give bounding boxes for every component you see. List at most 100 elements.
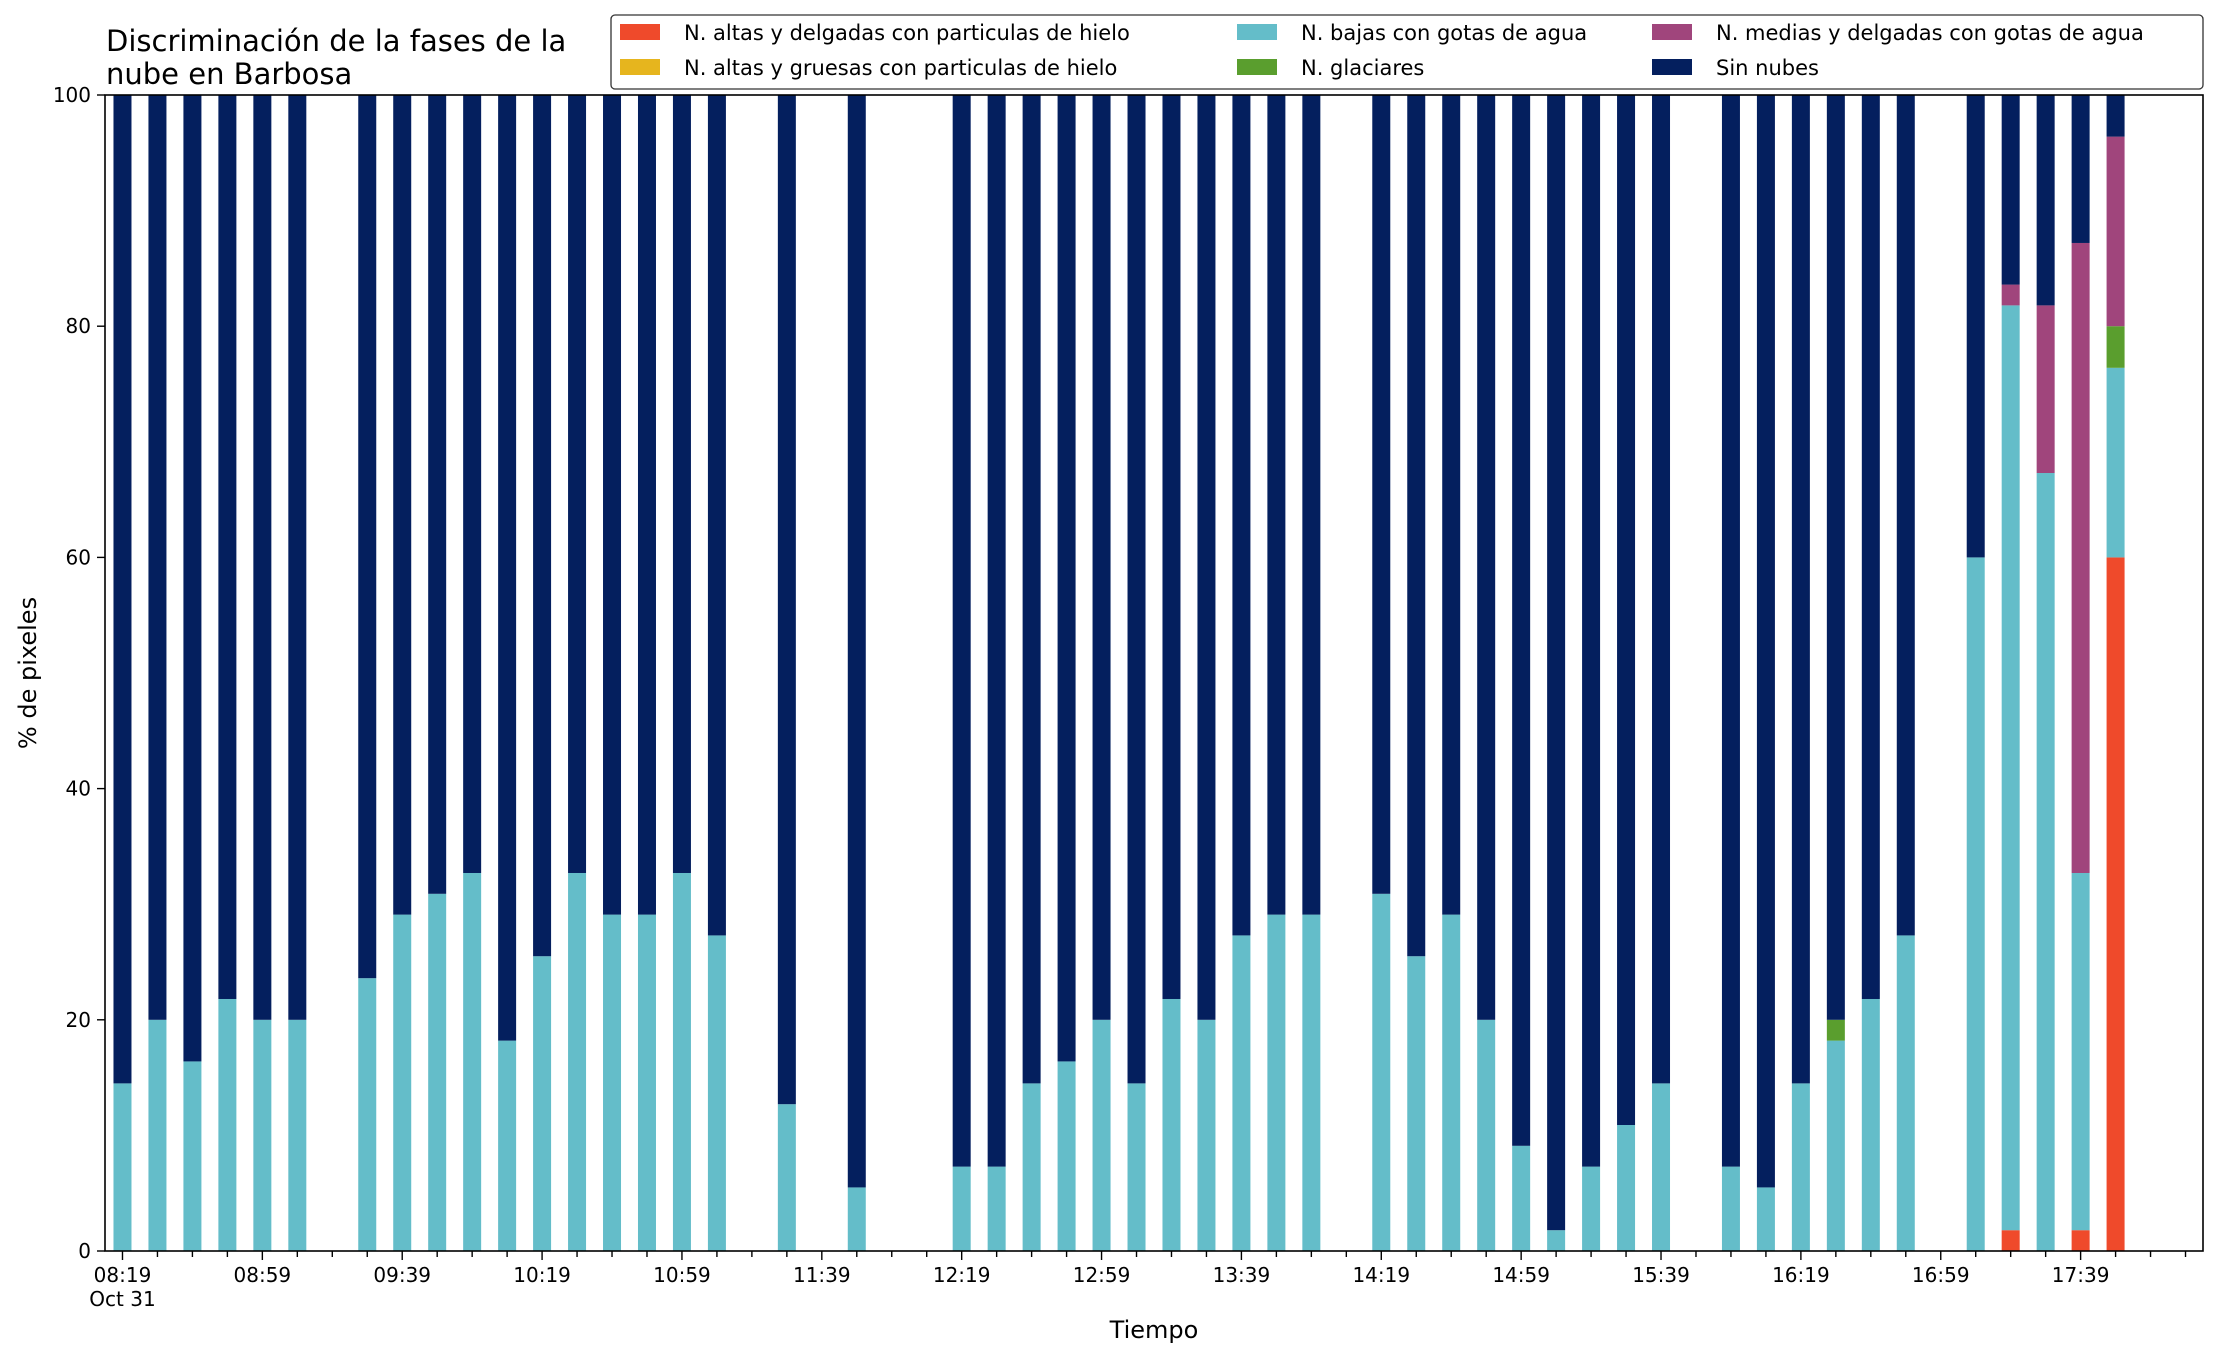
bar-segment-36-2: [1582, 1166, 1601, 1251]
legend-box: [610, 14, 2204, 90]
bar-segment-46-5: [2001, 95, 2020, 285]
bar-segment-49-0: [2106, 557, 2125, 1251]
y-tick-label: 60: [66, 545, 91, 569]
bar-segment-40-5: [1756, 95, 1775, 1188]
bar-segment-46-2: [2001, 305, 2020, 1231]
bar-segment-39-5: [1721, 95, 1740, 1167]
bar-segment-27-5: [1232, 95, 1251, 936]
bar-segment-28-5: [1267, 95, 1286, 915]
bar-segment-49-3: [2106, 326, 2125, 368]
y-tick-label: 40: [66, 777, 91, 801]
bar-segment-1-2: [148, 1019, 167, 1251]
x-tick-label: 10:19: [513, 1263, 571, 1287]
bar-segment-33-2: [1477, 1019, 1496, 1251]
bar-segment-29-5: [1302, 95, 1321, 915]
bar-segment-8-2: [428, 893, 447, 1251]
legend-swatch: [620, 24, 660, 40]
bar-segment-32-5: [1442, 95, 1461, 915]
legend-swatch: [1652, 24, 1692, 40]
bar-segment-44-5: [1896, 95, 1915, 936]
x-tick-label: 09:39: [373, 1263, 431, 1287]
bar-segment-45-5: [1966, 95, 1985, 558]
bar-segment-0-2: [113, 1083, 132, 1251]
legend-swatch: [620, 59, 660, 75]
bar-segment-0-5: [113, 95, 132, 1084]
legend-label: N. bajas con gotas de agua: [1301, 21, 1587, 45]
bar-segment-35-2: [1547, 1230, 1566, 1251]
bar-segment-6-2: [358, 978, 377, 1251]
axes-layer: [97, 94, 2204, 1260]
y-tick-label: 100: [53, 83, 91, 107]
bar-segment-40-2: [1756, 1187, 1775, 1251]
bar-segment-31-2: [1407, 956, 1426, 1251]
bar-segment-33-5: [1477, 95, 1496, 1020]
bar-segment-19-5: [952, 95, 971, 1167]
bar-segment-42-3: [1826, 1019, 1845, 1041]
bar-segment-47-4: [2036, 305, 2055, 474]
legend-swatch: [1652, 59, 1692, 75]
y-tick-label: 80: [66, 314, 91, 338]
plot-frame: [104, 94, 2204, 1252]
bar-segment-35-5: [1547, 95, 1566, 1231]
x-tick-sublabel: Oct 31: [89, 1287, 155, 1311]
bar-segment-9-2: [463, 872, 482, 1251]
x-tick-label: 14:59: [1492, 1263, 1550, 1287]
x-tick-label: 10:59: [653, 1263, 711, 1287]
bar-segment-37-2: [1617, 1125, 1636, 1251]
bar-segment-4-2: [253, 1019, 272, 1251]
bar-segment-49-2: [2106, 367, 2125, 558]
bar-segment-18-5: [847, 95, 866, 1188]
x-tick-label: 08:19: [94, 1263, 152, 1287]
bar-segment-22-5: [1057, 95, 1076, 1062]
legend-swatch: [1237, 24, 1277, 40]
bar-segment-4-5: [253, 95, 272, 1020]
x-tick-label: 08:59: [234, 1263, 292, 1287]
bar-segment-48-0: [2071, 1230, 2090, 1251]
bar-segment-5-5: [288, 95, 307, 1020]
y-tick-label: 0: [78, 1239, 91, 1263]
bar-segment-43-5: [1861, 95, 1880, 999]
bar-segment-9-5: [463, 95, 482, 873]
bar-segment-14-5: [637, 95, 656, 915]
bar-segment-48-5: [2071, 95, 2090, 243]
bar-segment-5-2: [288, 1019, 307, 1251]
bar-segment-38-5: [1652, 95, 1671, 1084]
bar-segment-47-2: [2036, 473, 2055, 1251]
bar-segment-7-5: [393, 95, 412, 915]
x-tick-label: 16:19: [1772, 1263, 1830, 1287]
chart-title-line-1: Discriminación de la fases de la: [106, 24, 566, 58]
bar-segment-2-2: [183, 1061, 202, 1251]
bar-segment-31-5: [1407, 95, 1426, 957]
legend-label: N. medias y delgadas con gotas de agua: [1716, 21, 2144, 45]
bar-segment-23-2: [1092, 1019, 1111, 1251]
bar-segment-24-2: [1127, 1083, 1146, 1251]
bar-segment-15-5: [672, 95, 691, 873]
bar-segment-13-2: [603, 914, 622, 1251]
bar-segment-23-5: [1092, 95, 1111, 1020]
x-axis-label: Tiempo: [1109, 1316, 1199, 1344]
bar-segment-2-5: [183, 95, 202, 1062]
bar-segment-34-5: [1512, 95, 1531, 1146]
bar-segment-1-5: [148, 95, 167, 1020]
bar-segment-16-5: [707, 95, 726, 936]
bar-segment-27-2: [1232, 935, 1251, 1251]
bar-segment-49-4: [2106, 136, 2125, 327]
bar-segment-11-5: [533, 95, 552, 957]
bar-segment-30-5: [1372, 95, 1391, 894]
bar-segment-42-5: [1826, 95, 1845, 1020]
bar-segment-3-5: [218, 95, 237, 999]
bar-segment-26-5: [1197, 95, 1216, 1020]
bar-segment-13-5: [603, 95, 622, 915]
bar-segment-6-5: [358, 95, 377, 979]
legend-label: Sin nubes: [1716, 56, 1819, 80]
bar-segment-32-2: [1442, 914, 1461, 1251]
x-tick-label: 15:39: [1632, 1263, 1690, 1287]
bar-segment-20-2: [987, 1166, 1006, 1251]
bar-segment-7-2: [393, 914, 412, 1251]
bar-segment-26-2: [1197, 1019, 1216, 1251]
bar-segment-49-5: [2106, 95, 2125, 137]
bar-segment-41-5: [1791, 95, 1810, 1084]
bar-segment-12-2: [568, 872, 587, 1251]
x-tick-label: 12:59: [1073, 1263, 1131, 1287]
